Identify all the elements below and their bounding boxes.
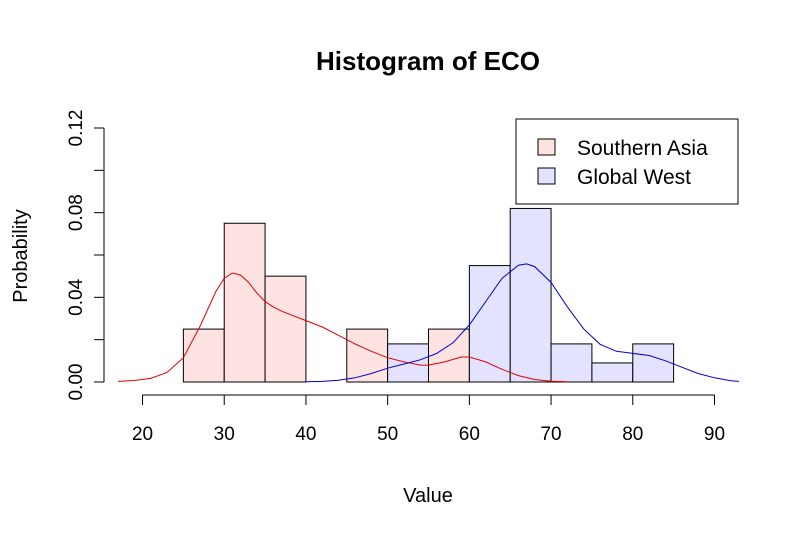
y-tick-label: 0.04 (66, 278, 87, 315)
legend-swatch-southern-asia (537, 138, 556, 156)
bar-global-west-70-75 (550, 343, 593, 383)
legend-swatch-global-west (537, 167, 556, 185)
density-curve-global-west (305, 263, 740, 383)
x-tick-label: 50 (377, 424, 398, 445)
x-tick-label: 70 (540, 424, 561, 445)
legend-label-global-west: Global West (577, 166, 691, 189)
x-tick-label: 30 (214, 424, 235, 445)
legend-label-southern-asia: Southern Asia (577, 137, 708, 160)
x-tick-label: 90 (704, 424, 725, 445)
legend: Southern Asia Global West (515, 118, 739, 205)
bar-global-west-65-70 (509, 207, 552, 383)
bar-southern-asia-25-30 (182, 328, 225, 383)
x-axis-label: Value (403, 485, 453, 507)
x-axis: 20 30 40 50 60 70 80 90 (132, 394, 725, 445)
x-tick-label: 20 (132, 424, 153, 445)
y-tick-label: 0.08 (66, 194, 87, 231)
chart-title: Histogram of ECO (316, 46, 540, 76)
bar-global-west-75-80 (591, 362, 634, 383)
density-curves (117, 263, 740, 383)
bar-global-west-80-85 (632, 343, 675, 383)
bar-southern-asia-35-40 (264, 275, 307, 383)
histogram-bars (182, 207, 675, 383)
x-tick-label: 80 (622, 424, 643, 445)
legend-box (515, 118, 739, 205)
y-axis-label: Probability (10, 209, 32, 302)
bar-southern-asia-30-35 (223, 222, 266, 383)
density-curve-southern-asia (117, 272, 568, 383)
x-tick-label: 60 (459, 424, 480, 445)
y-tick-label: 0.00 (66, 364, 87, 401)
bar-global-west-60-65 (468, 265, 511, 383)
bar-southern-asia-55-60 (428, 328, 470, 383)
y-tick-label: 0.12 (66, 110, 87, 147)
x-tick-label: 40 (295, 424, 316, 445)
y-axis: 0.00 0.04 0.08 0.12 (66, 110, 105, 401)
